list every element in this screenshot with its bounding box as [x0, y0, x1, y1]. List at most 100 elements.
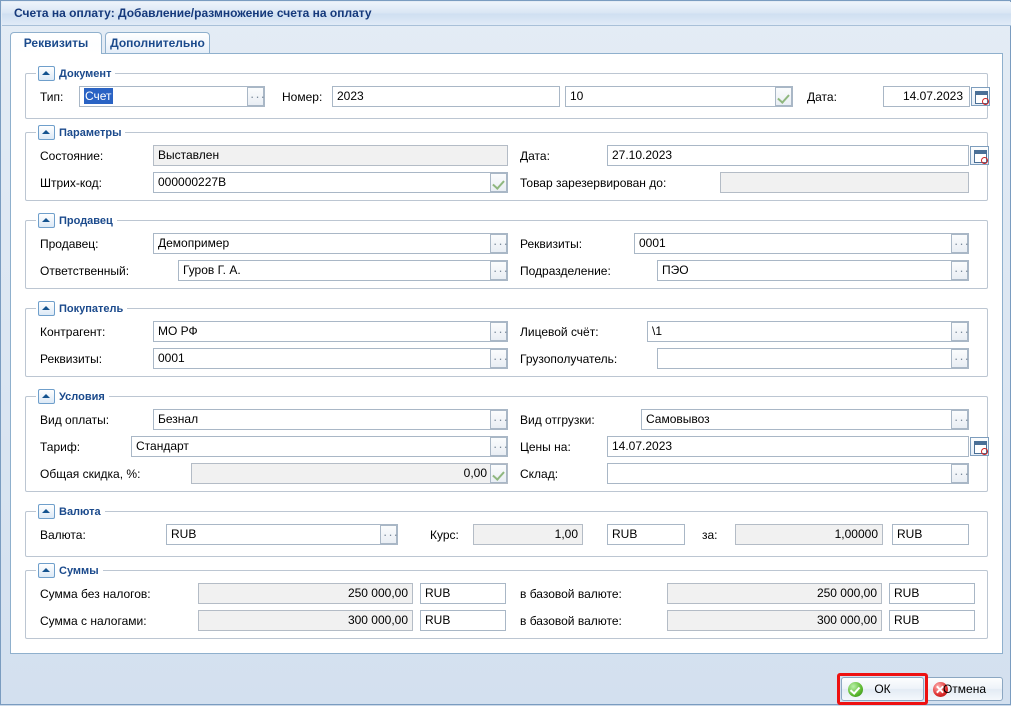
- collapse-up-icon[interactable]: [38, 66, 55, 81]
- type-pick-button[interactable]: [247, 87, 266, 106]
- input-responsible[interactable]: Гуров Г. А.: [178, 260, 508, 281]
- collapse-up-icon[interactable]: [38, 125, 55, 140]
- tab-strip: Реквизиты Дополнительно: [10, 32, 1003, 54]
- input-seller[interactable]: Демопример: [153, 233, 508, 254]
- label-responsible: Ответственный:: [40, 264, 130, 278]
- label-number: Номер:: [282, 90, 323, 104]
- input-prices-on[interactable]: 14.07.2023: [607, 436, 969, 457]
- input-warehouse[interactable]: [607, 463, 969, 484]
- label-buyer-requisites: Реквизиты:: [40, 352, 103, 366]
- label-prices-on: Цены на:: [520, 440, 571, 454]
- calendar-marker-icon: [982, 98, 989, 105]
- input-sum-without-taxes: 250 000,00: [198, 583, 413, 604]
- calendar-marker-icon: [981, 448, 988, 455]
- input-counterparty[interactable]: МО РФ: [153, 321, 508, 342]
- input-rate-currency[interactable]: RUB: [607, 524, 685, 545]
- input-total-discount[interactable]: 0,00: [191, 463, 508, 484]
- input-sum-without-taxes-currency[interactable]: RUB: [420, 583, 506, 604]
- title-bar: Счета на оплату: Добавление/размножение …: [2, 2, 1011, 26]
- collapse-up-icon[interactable]: [38, 504, 55, 519]
- input-shipping-type[interactable]: Самовывоз: [641, 409, 969, 430]
- group-buyer-legend: Покупатель: [36, 301, 128, 316]
- ok-icon: [848, 682, 863, 697]
- group-sums-title: Суммы: [59, 564, 99, 577]
- input-barcode[interactable]: 000000227В: [153, 172, 508, 193]
- group-document: Документ Тип: Счет Номер: 2023 10 Дата: …: [25, 66, 990, 119]
- param-date-calendar-button[interactable]: [970, 146, 989, 165]
- form-inner: Документ Тип: Счет Номер: 2023 10 Дата: …: [13, 56, 1000, 652]
- payment-type-pick-button[interactable]: [490, 410, 509, 429]
- group-buyer: Покупатель Контрагент: МО РФ Лицевой счё…: [25, 301, 988, 377]
- prices-on-calendar-button[interactable]: [970, 437, 989, 456]
- consignee-pick-button[interactable]: [951, 349, 970, 368]
- input-per-currency[interactable]: RUB: [892, 524, 969, 545]
- tab-rekvizity[interactable]: Реквизиты: [10, 32, 102, 54]
- input-buyer-requisites[interactable]: 0001: [153, 348, 508, 369]
- collapse-up-icon[interactable]: [38, 563, 55, 578]
- group-seller-title: Продавец: [59, 214, 113, 227]
- input-seller-requisites[interactable]: 0001: [634, 233, 969, 254]
- input-consignee[interactable]: [657, 348, 969, 369]
- barcode-check-button[interactable]: [490, 173, 507, 192]
- calendar-marker-icon: [981, 157, 988, 164]
- personal-account-pick-button[interactable]: [951, 322, 970, 341]
- total-discount-check-button[interactable]: [490, 464, 507, 483]
- input-series[interactable]: 10: [565, 86, 793, 107]
- input-sum-with-taxes-base-currency[interactable]: RUB: [889, 610, 975, 631]
- seller-requisites-pick-button[interactable]: [951, 234, 970, 253]
- group-buyer-title: Покупатель: [59, 302, 124, 315]
- input-payment-type[interactable]: Безнал: [153, 409, 508, 430]
- input-personal-account[interactable]: \1: [647, 321, 969, 342]
- label-sum-without-taxes: Сумма без налогов:: [40, 587, 151, 601]
- ok-button[interactable]: ОК: [841, 677, 924, 701]
- cancel-button-label: Отмена: [942, 682, 987, 696]
- input-type[interactable]: Счет: [79, 86, 265, 107]
- tariff-pick-button[interactable]: [490, 437, 509, 456]
- seller-pick-button[interactable]: [490, 234, 509, 253]
- series-check-button[interactable]: [775, 87, 792, 106]
- group-currency-title: Валюта: [59, 505, 101, 518]
- label-tariff: Тариф:: [40, 440, 81, 454]
- group-currency-legend: Валюта: [36, 504, 105, 519]
- collapse-up-icon[interactable]: [38, 389, 55, 404]
- input-tariff[interactable]: Стандарт: [131, 436, 508, 457]
- input-type-value: Счет: [84, 88, 113, 104]
- label-barcode: Штрих-код:: [40, 176, 102, 190]
- input-rate: 1,00: [473, 524, 583, 545]
- responsible-pick-button[interactable]: [490, 261, 509, 280]
- shipping-type-pick-button[interactable]: [951, 410, 970, 429]
- label-shipping-type: Вид отгрузки:: [520, 413, 595, 427]
- ok-button-label: ОК: [874, 682, 891, 696]
- label-type: Тип:: [40, 90, 64, 104]
- input-currency[interactable]: RUB: [166, 524, 398, 545]
- division-pick-button[interactable]: [951, 261, 970, 280]
- label-warehouse: Склад:: [520, 467, 559, 481]
- input-division[interactable]: ПЭО: [657, 260, 969, 281]
- collapse-up-icon[interactable]: [38, 301, 55, 316]
- footer-bar: ОК Отмена: [1, 656, 1011, 706]
- group-parameters-legend: Параметры: [36, 125, 126, 140]
- group-currency: Валюта Валюта: RUB Курс: 1,00 RUB за: 1,…: [25, 504, 988, 557]
- input-per-value: 1,00000: [735, 524, 883, 545]
- cancel-button[interactable]: Отмена: [926, 677, 1003, 701]
- buyer-requisites-pick-button[interactable]: [490, 349, 509, 368]
- label-per: за:: [702, 528, 718, 542]
- collapse-up-icon[interactable]: [38, 213, 55, 228]
- warehouse-pick-button[interactable]: [951, 464, 970, 483]
- label-consignee: Грузополучатель:: [520, 352, 618, 366]
- label-counterparty: Контрагент:: [40, 325, 106, 339]
- tab-dopolnitelno[interactable]: Дополнительно: [105, 32, 210, 54]
- doc-date-calendar-button[interactable]: [971, 87, 990, 106]
- label-personal-account: Лицевой счёт:: [520, 325, 599, 339]
- group-sums: Суммы Сумма без налогов: 250 000,00 RUB …: [25, 563, 988, 639]
- input-reserved-until: [720, 172, 969, 193]
- input-doc-date[interactable]: 14.07.2023: [883, 86, 970, 107]
- input-sum-without-taxes-base-currency[interactable]: RUB: [889, 583, 975, 604]
- input-number[interactable]: 2023: [332, 86, 560, 107]
- currency-pick-button[interactable]: [380, 525, 399, 544]
- counterparty-pick-button[interactable]: [490, 322, 509, 341]
- group-parameters-title: Параметры: [59, 126, 122, 139]
- input-sum-with-taxes-currency[interactable]: RUB: [420, 610, 506, 631]
- input-param-date[interactable]: 27.10.2023: [607, 145, 969, 166]
- label-rate: Курс:: [430, 528, 459, 542]
